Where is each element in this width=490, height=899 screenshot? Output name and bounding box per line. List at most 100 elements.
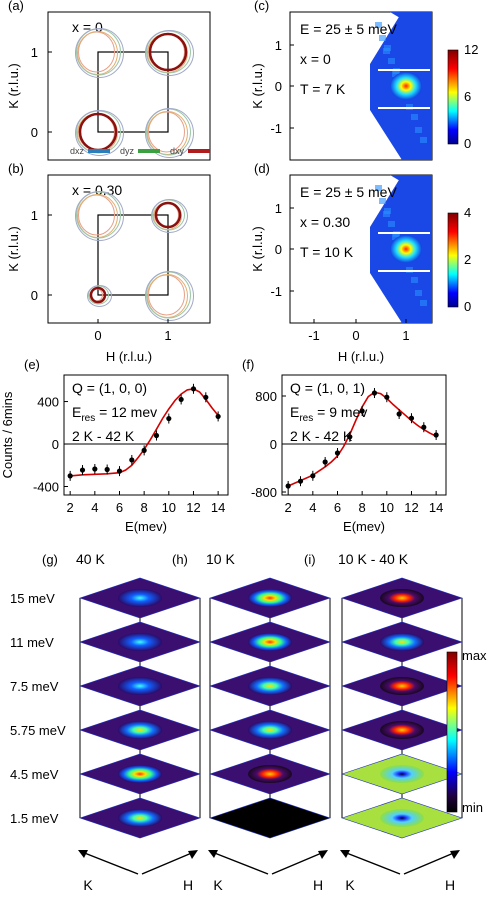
panel-e-xtick: 10 bbox=[162, 500, 176, 515]
panel-d-text: x = 0.30 bbox=[300, 214, 350, 230]
panel-c-noise bbox=[392, 71, 399, 77]
panel-e-ytick: 0 bbox=[52, 437, 59, 452]
panel-c-text: x = 0 bbox=[300, 51, 331, 67]
panel-c-cbar-tick: 6 bbox=[464, 89, 471, 104]
panel-e-data-point bbox=[129, 457, 135, 463]
colorbar-min-label: min bbox=[462, 800, 483, 815]
panel-e-data-point bbox=[190, 386, 197, 392]
panel-d-noise bbox=[420, 300, 427, 306]
panel-e-data-point bbox=[178, 396, 184, 403]
panel-e-data-point bbox=[215, 413, 221, 420]
panel-e-ytick: -400 bbox=[33, 480, 59, 495]
panel-b-dxy-pocket bbox=[89, 286, 107, 304]
panel-c-ytick: -1 bbox=[270, 121, 282, 136]
panel-f-ytick: -800 bbox=[251, 485, 277, 500]
panel-d-noise bbox=[415, 290, 422, 296]
panel-a-note: x = 0 bbox=[72, 19, 103, 35]
panel-f-data-point bbox=[322, 459, 328, 465]
panel-i-slice-peak bbox=[380, 633, 424, 651]
panel-b-fs-contour bbox=[145, 271, 194, 321]
panel-f-xtick: 2 bbox=[285, 500, 292, 515]
panel-c-noise bbox=[388, 58, 395, 64]
panel-e-data-point bbox=[92, 466, 98, 472]
panel-e-annotation: Q = (1, 0, 0) bbox=[72, 380, 147, 396]
panel-h-axis-arrow bbox=[211, 851, 269, 875]
panel-c-peak bbox=[390, 72, 422, 100]
panel-b-xlabel: H (r.l.u.) bbox=[106, 349, 152, 364]
panel-a-ytick: 1 bbox=[31, 45, 38, 60]
panel-a-legend-label: dxy bbox=[170, 146, 185, 156]
panel-h-slice-peak bbox=[248, 677, 292, 695]
panel-h-slice-peak bbox=[248, 721, 292, 739]
panel-e-xlabel: E(mev) bbox=[125, 519, 167, 534]
panel-g-axis-arrow bbox=[141, 851, 195, 875]
panel-f-label: (f) bbox=[242, 357, 254, 372]
panel-e-xtick: 6 bbox=[116, 500, 123, 515]
panel-h-arrowhead bbox=[208, 850, 218, 858]
panel-f-xlabel: E(mev) bbox=[343, 519, 385, 534]
panel-i-axis-K: K bbox=[345, 877, 355, 893]
panel-e-ylabel: Counts / 6mins bbox=[0, 391, 15, 478]
panel-e-ytick: 400 bbox=[37, 395, 59, 410]
panel-i-arrowhead bbox=[340, 850, 350, 858]
panel-g-axis-arrow bbox=[81, 851, 139, 875]
panel-i-axis-arrow bbox=[403, 851, 457, 875]
panel-b-frame bbox=[47, 174, 211, 324]
panel-e-data-point bbox=[116, 468, 123, 474]
energy-label: 11 meV bbox=[10, 635, 54, 650]
panel-d-noise bbox=[388, 221, 395, 227]
panel-f-ytick: 800 bbox=[255, 389, 277, 404]
energy-label: 4.5 meV bbox=[10, 767, 59, 782]
panel-d-noise bbox=[392, 234, 399, 240]
panel-h-label: (h) bbox=[172, 552, 188, 567]
panel-i-title: 10 K - 40 K bbox=[338, 551, 409, 567]
panel-e-data-point bbox=[104, 466, 110, 473]
panel-g-arrowhead bbox=[188, 850, 198, 859]
panel-f-annotation: 2 K - 42 K bbox=[290, 428, 353, 444]
panel-e-data-point bbox=[153, 432, 160, 439]
panel-a-fs-contour bbox=[75, 110, 124, 156]
panel-b-ytick: 0 bbox=[31, 288, 38, 303]
panel-c-data-region bbox=[390, 12, 432, 37]
panel-f-ytick: 0 bbox=[270, 437, 277, 452]
colorbar-max-label: max bbox=[462, 648, 487, 663]
panel-e-xtick: 4 bbox=[91, 500, 98, 515]
panel-e-data-point bbox=[141, 447, 147, 453]
panel-b-xtick: 1 bbox=[164, 328, 171, 343]
energy-label: 1.5 meV bbox=[10, 811, 59, 826]
panel-g-slice-peak bbox=[118, 809, 162, 827]
panel-c-cbar-tick: 0 bbox=[464, 136, 471, 151]
panel-f-data-point bbox=[347, 434, 353, 440]
panel-b-ylabel: K (r.l.u.) bbox=[6, 226, 21, 272]
panel-d-ytick: 1 bbox=[275, 201, 282, 216]
panel-f-xtick: 8 bbox=[359, 500, 366, 515]
panel-f-data-point bbox=[408, 415, 415, 421]
panel-g-arrowhead bbox=[78, 850, 88, 858]
panel-d-cbar-tick: 2 bbox=[464, 252, 471, 267]
panel-f-annotation: Eres = 9 mev bbox=[290, 404, 367, 424]
panel-e-label: (e) bbox=[24, 357, 40, 372]
panel-e-xtick: 14 bbox=[211, 500, 225, 515]
panel-a-ylabel: K (r.l.u.) bbox=[6, 63, 21, 109]
panel-f-xtick: 10 bbox=[380, 500, 394, 515]
panel-g-axis-K: K bbox=[83, 877, 93, 893]
panel-d-ytick: -1 bbox=[270, 284, 282, 299]
panel-h-axis-H: H bbox=[313, 877, 323, 893]
panel-i-slice-peak bbox=[380, 721, 424, 739]
panel-c-noise bbox=[383, 48, 390, 54]
panel-f-data-point bbox=[285, 483, 291, 489]
panel-e-annotation: Eres = 12 mev bbox=[72, 404, 157, 424]
panel-h-title: 10 K bbox=[206, 551, 235, 567]
panel-b-ytick: 1 bbox=[31, 208, 38, 223]
panel-f-data-point bbox=[334, 450, 341, 456]
panel-c-text: E = 25 ± 5 meV bbox=[300, 21, 397, 37]
panel-f-fit-curve bbox=[287, 391, 437, 487]
panel-f-xtick: 6 bbox=[334, 500, 341, 515]
panel-e-xtick: 8 bbox=[141, 500, 148, 515]
panel-f-xtick: 14 bbox=[429, 500, 443, 515]
panel-h-slice-peak bbox=[248, 633, 292, 651]
panel-f-data-point bbox=[359, 408, 365, 414]
panel-g-slice-peak bbox=[118, 677, 162, 695]
panel-d-cbar-tick: 0 bbox=[464, 299, 471, 314]
